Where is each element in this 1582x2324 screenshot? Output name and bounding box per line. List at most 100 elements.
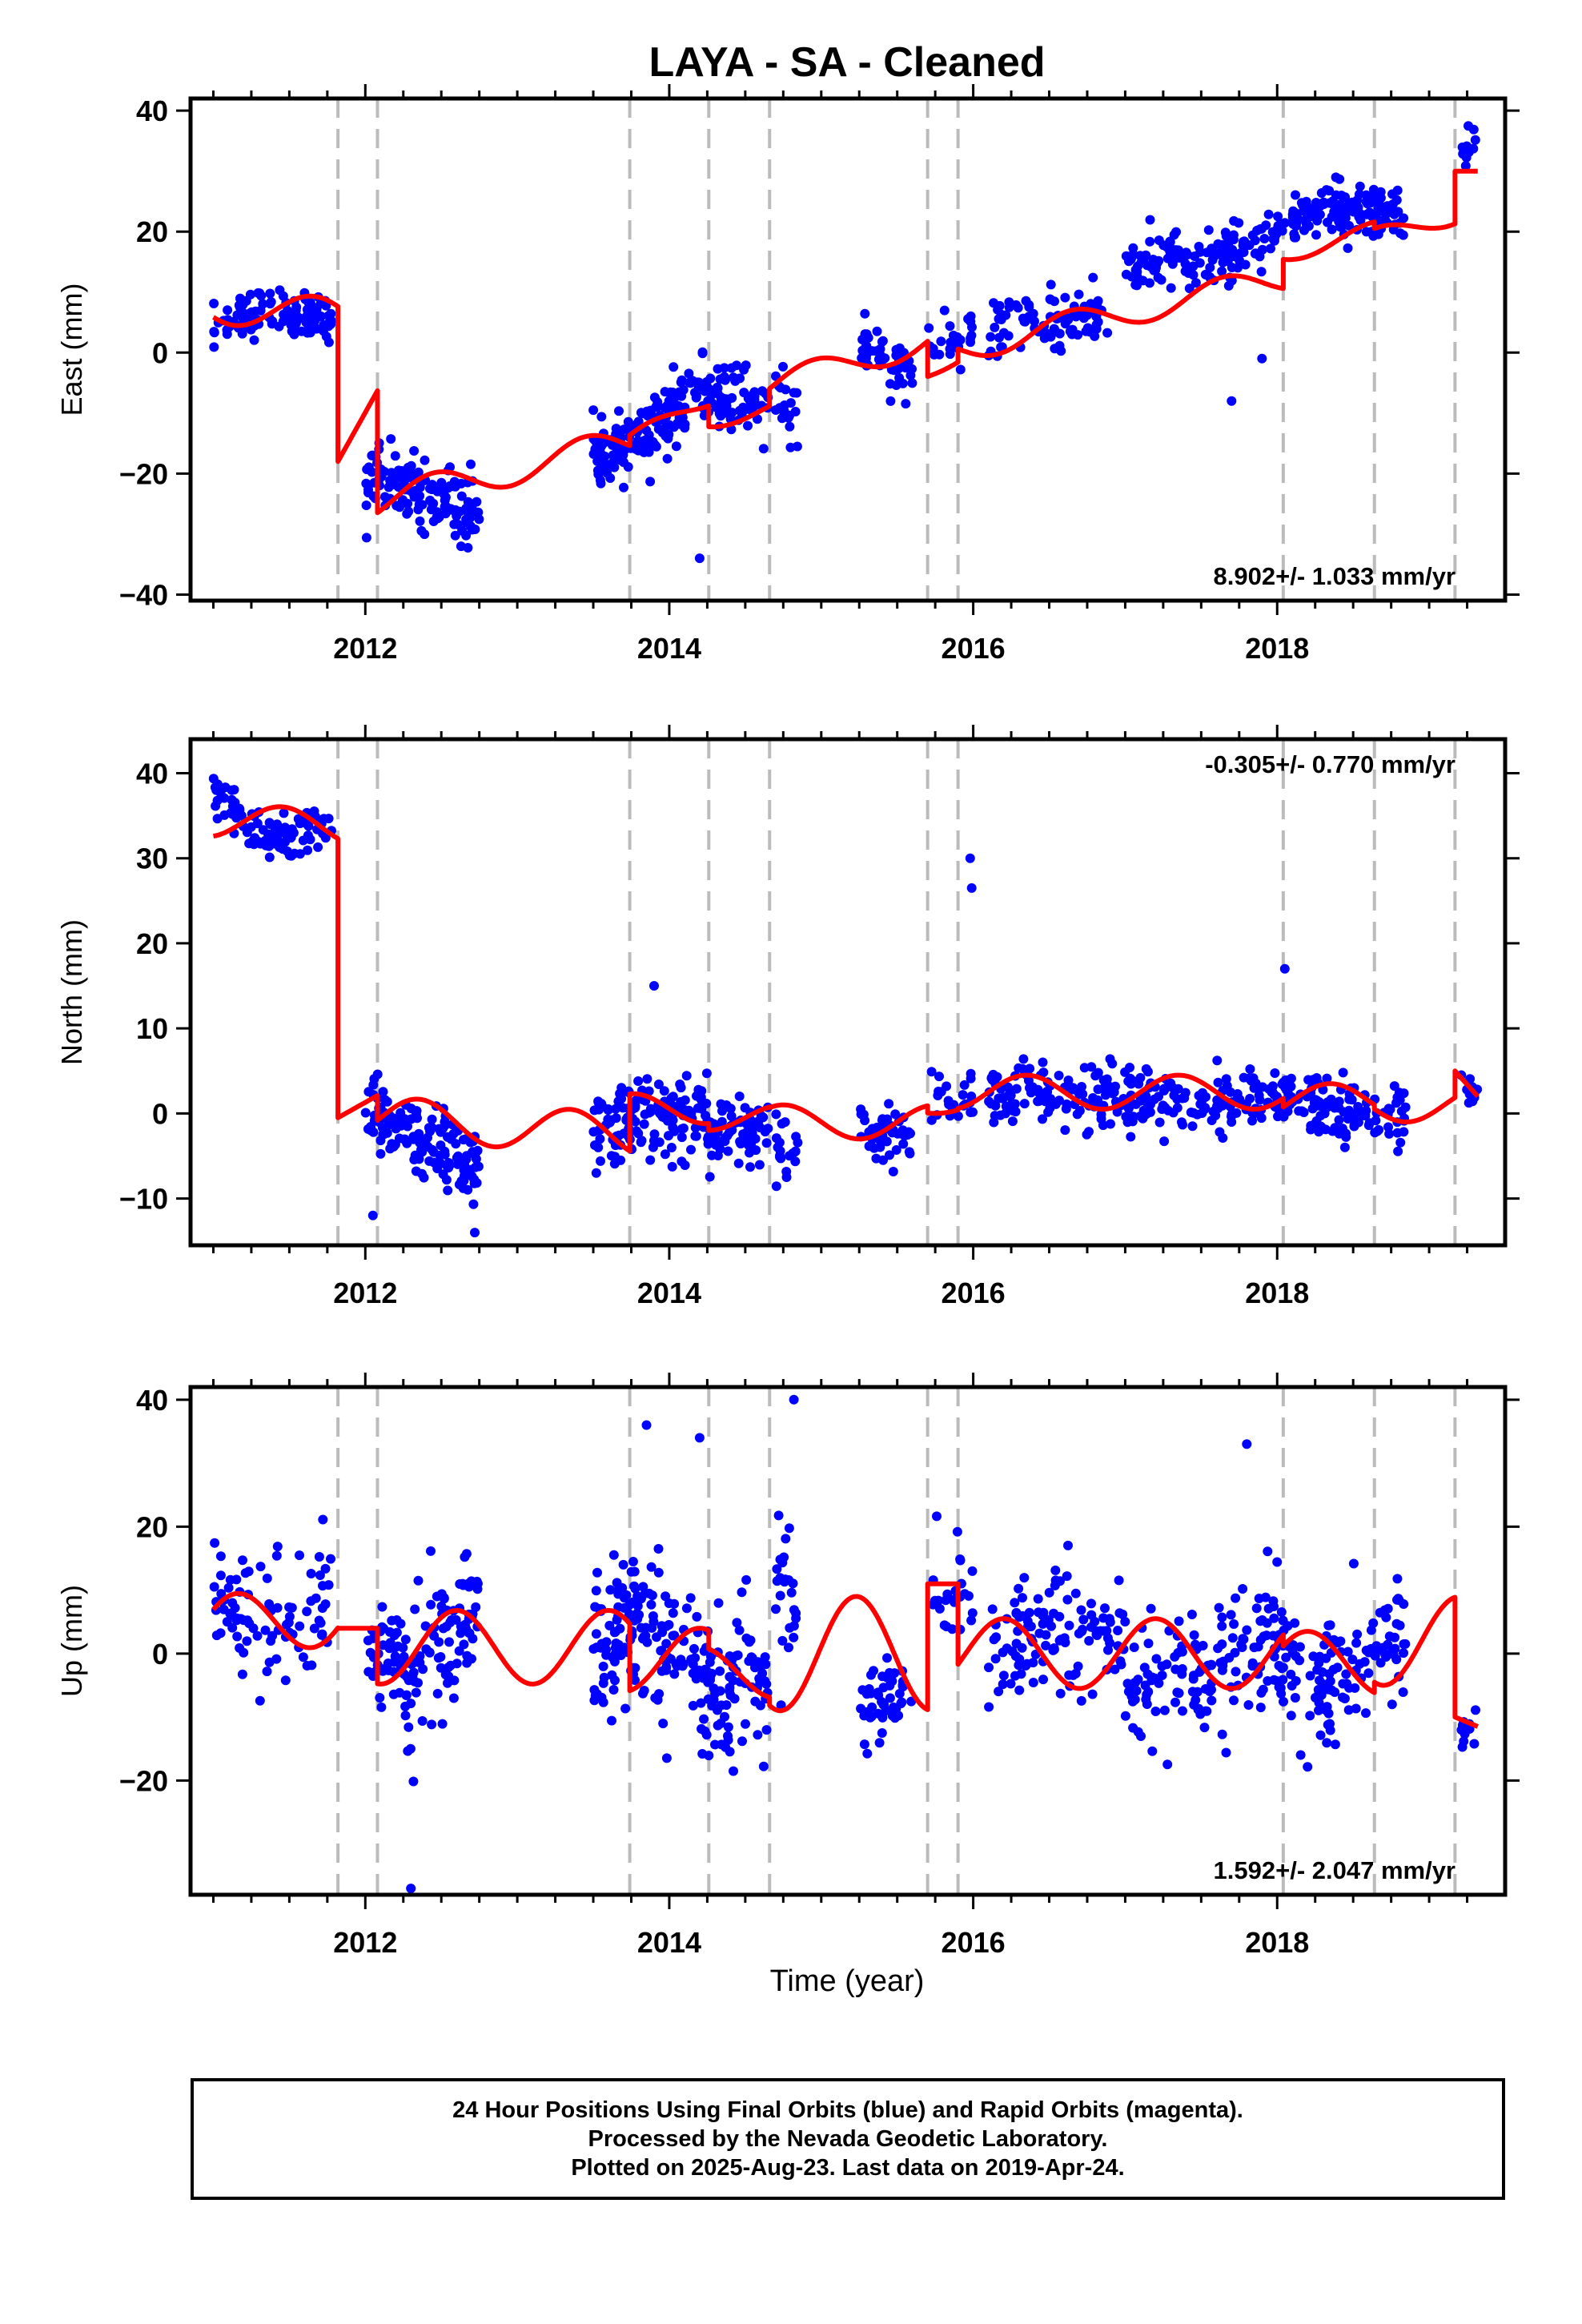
- data-point: [1221, 1074, 1231, 1084]
- data-point: [591, 1629, 601, 1639]
- data-point: [605, 1585, 616, 1595]
- data-point: [721, 1100, 732, 1110]
- data-point: [1352, 1629, 1363, 1639]
- data-point: [1192, 1687, 1203, 1697]
- data-point: [1240, 259, 1251, 270]
- data-point: [1392, 1574, 1403, 1584]
- data-point: [618, 1559, 628, 1570]
- data-point: [1130, 1695, 1140, 1705]
- data-point: [645, 476, 656, 487]
- data-point: [1347, 1655, 1358, 1665]
- data-point: [632, 1614, 643, 1624]
- data-point: [685, 1593, 696, 1603]
- data-point: [783, 412, 793, 423]
- data-point: [889, 1711, 898, 1721]
- data-point: [464, 513, 475, 524]
- data-point: [379, 1129, 389, 1140]
- data-point: [1287, 217, 1298, 227]
- data-point: [739, 388, 749, 398]
- data-point: [1379, 1605, 1390, 1615]
- data-point: [1335, 199, 1345, 210]
- data-point: [1061, 1104, 1071, 1114]
- data-point: [1380, 209, 1391, 219]
- data-point: [592, 1689, 602, 1699]
- data-point: [761, 1138, 772, 1148]
- data-point: [1247, 1658, 1258, 1668]
- data-point: [1227, 1112, 1236, 1122]
- data-point: [884, 1099, 894, 1109]
- data-point: [432, 1688, 443, 1699]
- data-point: [1062, 1571, 1072, 1582]
- data-point: [1054, 1071, 1064, 1080]
- data-point: [1110, 1664, 1120, 1675]
- data-point: [1361, 227, 1371, 237]
- data-point: [290, 321, 299, 332]
- data-point: [442, 506, 452, 517]
- data-point: [1368, 1618, 1379, 1628]
- data-point: [403, 1121, 412, 1132]
- data-point: [1278, 1615, 1288, 1626]
- data-point: [1400, 1102, 1411, 1112]
- data-point: [725, 1691, 736, 1700]
- data-point: [741, 1574, 752, 1585]
- data-point: [249, 335, 259, 345]
- data-point: [1105, 1638, 1115, 1648]
- data-point: [1019, 1573, 1030, 1583]
- data-point: [1007, 1116, 1018, 1127]
- data-point: [966, 1073, 976, 1084]
- data-point: [436, 1158, 446, 1168]
- data-point: [1217, 239, 1227, 250]
- data-point: [459, 1639, 469, 1650]
- data-point: [258, 825, 268, 835]
- data-point: [877, 1709, 888, 1719]
- data-point: [265, 288, 275, 299]
- data-point: [1150, 265, 1161, 275]
- x-tick-label: 2016: [942, 632, 1006, 665]
- data-point: [761, 1679, 772, 1689]
- x-tick-label: 2012: [333, 1926, 397, 1959]
- data-point: [729, 1766, 738, 1776]
- data-point: [612, 1614, 622, 1625]
- data-point: [1262, 1630, 1271, 1641]
- data-point: [1314, 1658, 1324, 1668]
- data-point: [460, 1156, 469, 1167]
- data-point: [590, 1140, 600, 1150]
- data-point: [620, 1703, 631, 1714]
- data-point: [655, 1108, 665, 1119]
- data-point: [1341, 1132, 1351, 1142]
- data-point: [301, 317, 311, 328]
- data-point: [649, 1129, 660, 1140]
- data-point: [1255, 1095, 1265, 1105]
- data-point: [934, 349, 945, 360]
- data-point: [1349, 1120, 1359, 1131]
- data-point: [1355, 181, 1365, 191]
- data-point: [694, 553, 705, 564]
- data-point: [1077, 310, 1087, 320]
- data-point: [252, 1630, 263, 1641]
- data-point: [643, 438, 653, 448]
- data-point: [1276, 1607, 1287, 1617]
- data-point: [212, 779, 223, 790]
- data-point: [302, 304, 312, 315]
- data-point: [662, 453, 673, 464]
- y-tick-label: 20: [136, 215, 168, 248]
- data-point: [451, 1614, 461, 1625]
- data-point: [1269, 1651, 1279, 1662]
- data-point: [1364, 1118, 1375, 1128]
- data-point: [1157, 1104, 1167, 1114]
- data-point: [781, 1534, 791, 1544]
- data-point: [642, 1637, 652, 1647]
- data-point: [379, 1623, 389, 1634]
- data-point: [473, 1161, 484, 1172]
- data-point: [1354, 211, 1364, 222]
- data-point: [1093, 296, 1103, 306]
- data-point: [691, 1131, 701, 1141]
- data-point: [409, 1155, 420, 1164]
- data-point: [391, 501, 402, 511]
- data-point: [468, 1199, 479, 1209]
- data-point: [1180, 1088, 1191, 1098]
- data-point: [856, 1104, 866, 1115]
- data-point: [1088, 272, 1098, 283]
- data-point: [293, 814, 303, 824]
- data-point: [361, 533, 371, 543]
